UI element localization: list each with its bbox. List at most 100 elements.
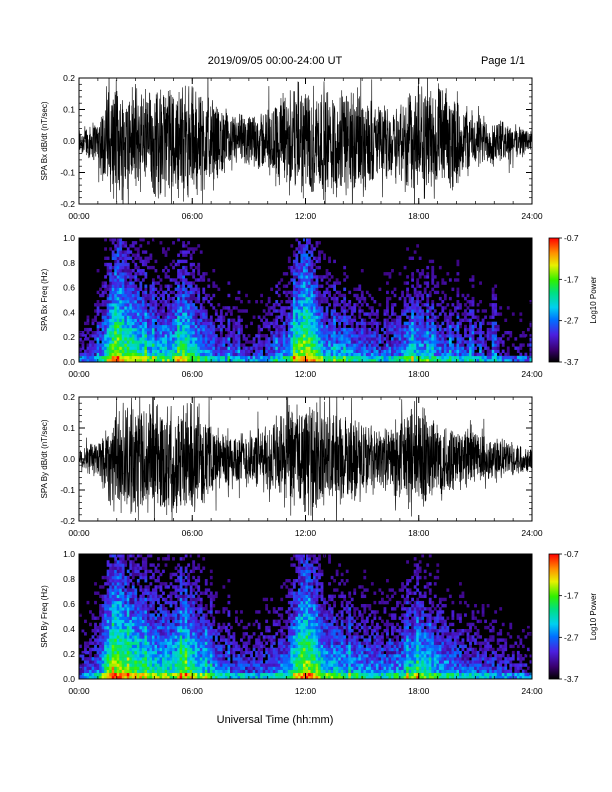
spectrogram-cell [146,588,150,592]
spectrogram-cell [169,591,173,595]
spectrogram-cell [184,607,188,611]
spectrogram-cell [222,306,226,310]
spectrogram-cell [89,358,92,363]
spectrogram-cell [126,340,130,344]
spectrogram-cell [146,312,150,316]
spectrogram-cell [202,337,206,341]
spectrogram-cell [109,265,113,270]
spectrogram-cell [330,327,334,332]
spectrogram-cell [159,346,163,350]
spectrogram-cell [451,331,455,335]
spectrogram-cell [116,337,120,341]
spectrogram-cell [484,343,487,347]
spectrogram-cell [411,278,415,282]
spectrogram-cell [111,241,115,245]
spectrogram-cell [136,604,140,608]
spectrogram-cell [91,349,95,353]
spectrogram-cell [494,321,498,326]
spectrogram-cell [333,324,336,329]
spectrogram-cell [187,625,191,630]
spectrogram-cell [162,321,165,326]
spectrogram-cell [408,318,412,322]
spectrogram-cell [177,281,180,285]
spectrogram-cell [308,324,311,329]
spectrogram-cell [109,284,113,288]
spectrogram-cell [174,644,178,649]
spectrogram-cell [129,654,133,658]
spectrogram-cell [111,582,115,586]
spectrogram-cell [121,635,125,639]
spectrogram-cell [131,275,135,279]
spectrogram-cell [106,654,110,658]
spectrogram-cell [252,352,256,357]
spectrogram-cell [91,613,95,617]
spectrogram-cell [333,303,336,307]
spectrogram-cell [272,303,276,307]
spectrogram-cell [348,352,352,357]
spectrogram-cell [164,557,168,561]
spectrogram-cell [179,303,183,307]
spectrogram-cell [398,296,402,301]
spectrogram-cell [139,309,143,313]
spectrogram-cell [182,641,185,645]
spectrogram-cell [310,247,314,251]
spectrogram-cell [320,306,324,310]
spectrogram-cell [192,306,196,310]
spectrogram-cell [179,616,183,620]
spectrogram-cell [91,340,95,344]
spectrogram-cell [184,647,188,652]
spectrogram-cell [199,318,203,322]
spectrogram-cell [370,346,374,350]
spectrogram-cell [287,281,291,285]
spectrogram-cell [519,346,523,350]
spectrogram-cell [151,638,155,642]
spectrogram-cell [174,287,178,291]
spectrogram-cell [144,284,148,288]
spectrogram-cell [119,315,123,319]
spectrogram-cell [182,625,185,630]
spectrogram-cell [134,650,138,655]
spectrogram-cell [131,644,135,649]
spectrogram-cell [174,303,178,307]
spectrogram-cell [174,619,178,624]
spectrogram-cell [154,591,158,595]
spectrogram-cell [300,256,304,260]
spectrogram-cell [139,554,143,558]
spectrogram-cell [134,604,138,608]
spectrogram-cell [360,334,364,338]
spectrogram-cell [189,619,193,624]
spectrogram-cell [386,331,389,335]
spectrogram-cell [260,352,264,357]
spectrogram-cell [323,324,326,329]
spectrogram-cell [144,340,148,344]
spectrogram-cell [413,315,417,319]
spectrogram-cell [310,259,314,264]
spectrogram-cell [136,629,140,633]
spectrogram-cell [189,629,193,633]
spectrogram-cell [315,296,319,301]
spectrogram-cell [182,278,185,282]
spectrogram-cell [146,619,150,624]
spectrogram-cell [162,318,165,322]
y-tick-label: 0.0 [63,136,75,146]
spectrogram-cell [159,619,163,624]
spectrogram-cell [144,572,148,577]
spectrogram-cell [320,340,324,344]
spectrogram-cell [192,349,196,353]
spectrogram-cell [109,622,113,627]
spectrogram-cell [184,582,188,586]
spectrogram-cell [99,613,102,617]
spectrogram-cell [139,657,143,661]
spectrogram-cell [310,293,314,298]
spectrogram-cell [474,321,477,326]
spectrogram-cell [182,657,185,661]
spectrogram-cell [136,616,140,620]
spectrogram-cell [164,337,168,341]
spectrogram-cell [101,675,105,680]
spectrogram-cell [94,672,97,677]
spectrogram-cell [126,349,130,353]
spectrogram-cell [134,324,138,329]
spectrogram-cell [305,256,309,260]
spectrogram-cell [124,625,128,630]
spectrogram-cell [101,604,105,608]
